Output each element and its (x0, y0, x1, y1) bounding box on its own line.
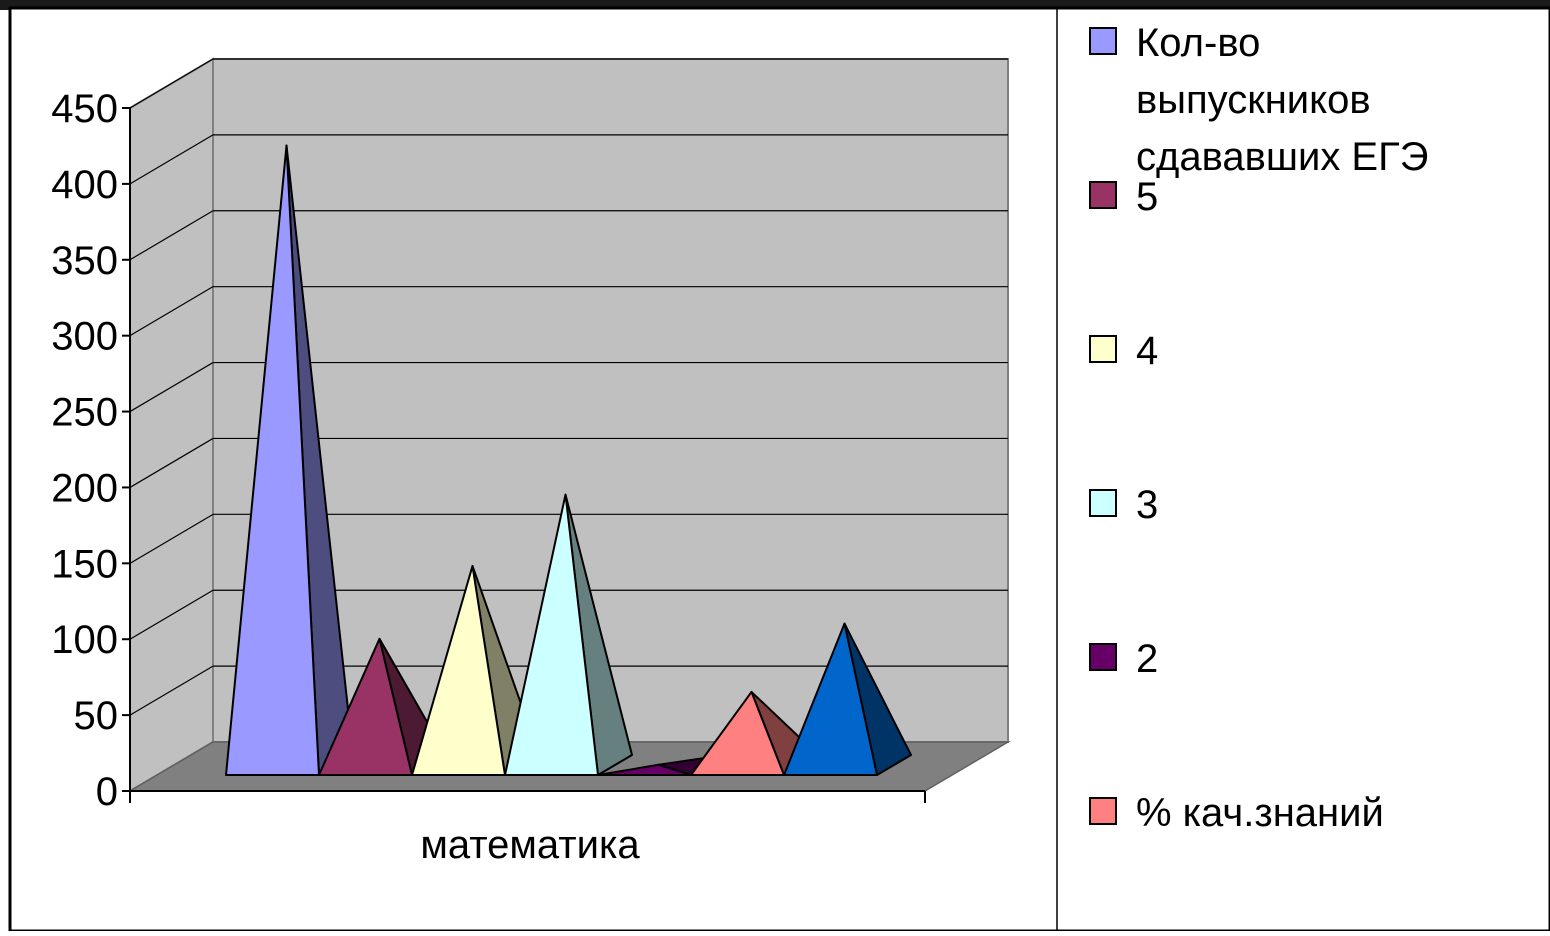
legend-item: % кач.знаний (1089, 791, 1384, 835)
pyramid-4 (504, 493, 633, 776)
legend-item: 4 (1089, 329, 1158, 373)
y-tick-label: 150 (51, 542, 118, 586)
gridline-side (129, 665, 214, 716)
pyramid-front-face (690, 690, 785, 776)
y-tick-label: 450 (51, 87, 118, 131)
legend-item: 5 (1089, 175, 1158, 219)
legend-label: % кач.знаний (1136, 791, 1384, 835)
legend-label: 5 (1136, 175, 1158, 219)
y-tick-label: 50 (74, 694, 119, 738)
legend-swatch (1089, 643, 1117, 671)
pyramid-front-face (504, 493, 599, 776)
top-strip (0, 0, 1550, 10)
legend-label: 3 (1136, 483, 1158, 527)
gridline-side (129, 589, 214, 640)
legend-item: 3 (1089, 483, 1158, 527)
legend-swatch (1089, 27, 1117, 55)
legend-swatch (1089, 335, 1117, 363)
legend-item: Кол-во выпускников сдававших ЕГЭ (1089, 21, 1429, 179)
pyramid-front-face (411, 564, 506, 776)
x-category-label: математика (420, 823, 640, 867)
gridline-side (129, 362, 214, 413)
y-tick-label: 400 (51, 163, 118, 207)
legend-swatch (1089, 489, 1117, 517)
y-tick-label: 350 (51, 239, 118, 283)
y-tick-label: 100 (51, 618, 118, 662)
legend-swatch (1089, 181, 1117, 209)
y-tick-label: 300 (51, 315, 118, 359)
y-tick-label: 0 (96, 770, 118, 814)
legend-label: 2 (1136, 637, 1158, 681)
pyramid-7 (783, 622, 912, 776)
legend-swatch (1089, 797, 1117, 825)
gridline-side (129, 286, 214, 337)
x-axis: математика (129, 790, 926, 867)
y-tick-label: 250 (51, 391, 118, 435)
pyramid-front-face (783, 622, 878, 776)
pyramid-front-face (225, 144, 320, 776)
gridline-side (129, 513, 214, 564)
gridline-side (129, 210, 214, 261)
y-tick-label: 200 (51, 466, 118, 510)
pyramids (225, 144, 912, 776)
legend-label: выпускников (1136, 78, 1371, 122)
gridline-side (129, 58, 214, 109)
legend-label: сдававших ЕГЭ (1136, 135, 1429, 179)
pyramid-front-face (597, 763, 692, 776)
legend-label: Кол-во (1136, 21, 1260, 65)
gridline-side (129, 437, 214, 488)
gridlines (129, 58, 1008, 716)
pyramid-front-face (318, 637, 413, 776)
legend-label: 4 (1136, 329, 1158, 373)
y-axis: 0 50 100 150 200 250 300 350 400 450 (51, 87, 131, 814)
side-wall (129, 57, 214, 793)
legend-item: 2 (1089, 637, 1158, 681)
gridline-side (129, 134, 214, 185)
